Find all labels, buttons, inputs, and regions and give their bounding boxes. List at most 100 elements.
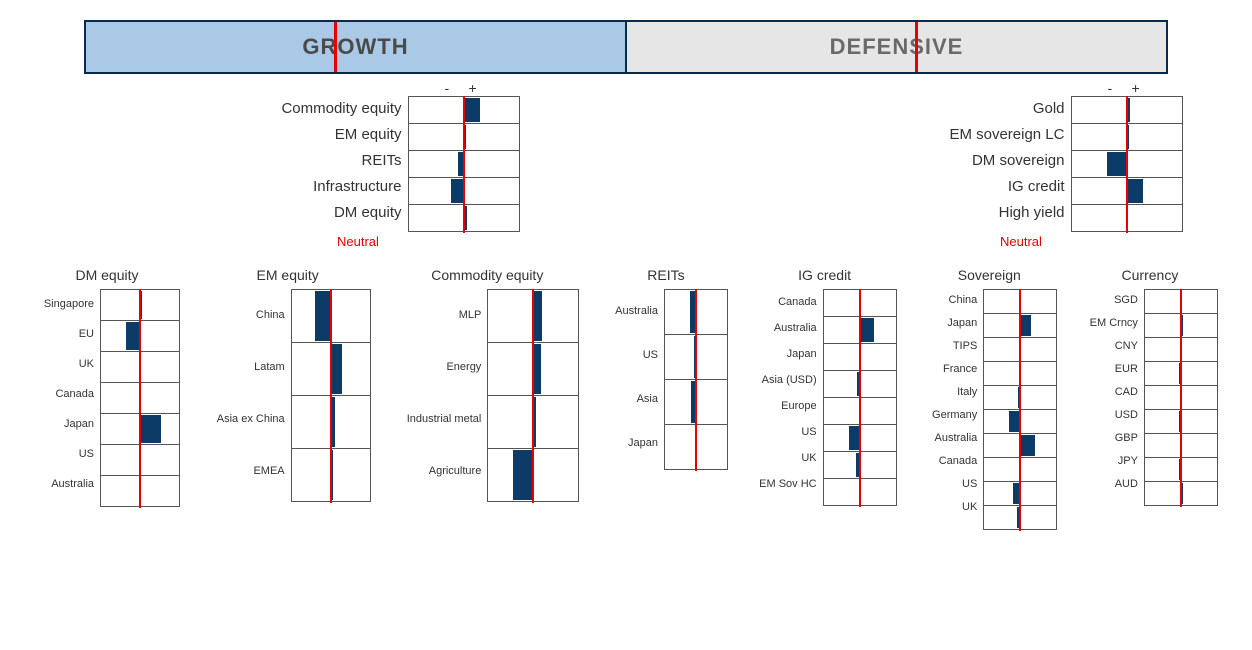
chart-shell: ChinaJapanTIPSFranceItalyGermanyAustrali… [921,289,1057,530]
chart-title: Commodity equity [431,267,543,283]
mini-chart: CurrencySGDEM CrncyCNYEURCADUSDGBPJPYAUD [1082,267,1218,530]
chart-title: Sovereign [958,267,1021,283]
row-label: Commodity equity [232,96,408,122]
neutral-line [1019,289,1021,531]
row-label: High yield [895,200,1071,226]
row-label: IG credit [895,174,1071,200]
row-label: USD [1082,404,1144,427]
row-label: China [921,289,983,312]
row-label: France [921,358,983,381]
labels-column: SingaporeEUUKCanadaJapanUSAustralia [34,289,100,507]
bar [1107,152,1126,176]
bar [315,291,331,341]
row-label: GBP [1082,427,1144,450]
growth-chart: - + Commodity equityEM equityREITsInfrastr… [134,82,617,249]
row-label: Asia (USD) [753,367,823,393]
page: GROWTH DEFENSIVE -+Commodity equityEM eq… [0,0,1252,550]
neutral-line [532,289,534,503]
mini-chart: Sovereign ChinaJapanTIPSFranceItalyGerman… [921,267,1057,530]
header-red-growth [334,22,337,72]
neutral-line [1180,289,1182,507]
row-label: REITs [232,148,408,174]
neutral-line [1126,96,1128,233]
mini-ig-credit: IG creditCanadaAustraliaJapanAsia (USD)E… [753,267,897,506]
row-label: Japan [921,312,983,335]
row-label: AUD [1082,473,1144,496]
row-label: Australia [34,469,100,499]
row-label: EU [34,319,100,349]
chart-title: EM equity [257,267,319,283]
row-label: EM Crncy [1082,312,1144,335]
row-label: MLP [395,289,487,341]
neutral-label: Neutral [134,234,617,249]
row-label: China [205,289,291,341]
bars-column [823,289,897,506]
chart-shell: AustraliaUSAsiaJapan [604,289,728,470]
chart-shell: SingaporeEUUKCanadaJapanUSAustralia [34,289,180,507]
neutral-label: Neutral [797,234,1252,249]
row-label: Infrastructure [232,174,408,200]
chart-title: DM equity [75,267,138,283]
signs-row: -+ [899,82,1179,96]
row-label: Japan [604,421,664,465]
row-label: CAD [1082,381,1144,404]
bar [1020,435,1034,456]
top-defensive-block: -+GoldEM sovereign LCDM sovereignIG cred… [617,82,1252,249]
row-label: Singapore [34,289,100,319]
row-label: US [604,333,664,377]
bar [1127,179,1144,203]
plus-sign: + [1132,80,1140,96]
row-label: TIPS [921,335,983,358]
mini-dm-equity: DM equity SingaporeEUUKCanadaJapanUSAustr… [34,267,180,507]
chart-title: REITs [647,267,684,283]
row-label: Canada [753,289,823,315]
neutral-line [139,289,141,508]
labels-column: AustraliaUSAsiaJapan [604,289,664,470]
mini-reits: REITs AustraliaUSAsiaJapan [604,267,728,470]
mini-commodity-equity: Commodity equity MLPEnergyIndustrial meta… [395,267,579,502]
labels-column: ChinaLatamAsia ex ChinaEMEA [205,289,291,502]
row-label: Germany [921,404,983,427]
row-label: US [921,473,983,496]
row-label: UK [753,445,823,471]
plus-sign: + [469,80,477,96]
top-growth-block: - + Commodity equityEM equityREITsInfrastr… [84,82,617,249]
mini-chart: IG creditCanadaAustraliaJapanAsia (USD)E… [753,267,897,530]
bar [464,98,481,122]
row-label: US [34,439,100,469]
neutral-line [859,289,861,507]
row-label: DM equity [232,200,408,226]
bars-column [664,289,728,470]
row-label: Japan [34,409,100,439]
row-label: Canada [34,379,100,409]
row-label: UK [34,349,100,379]
minus-sign: - [445,80,450,96]
row-label: JPY [1082,450,1144,473]
bottom-row: DM equitySingaporeEUUKCanadaJapanUSAustr… [34,267,1218,530]
chart-shell: MLPEnergyIndustrial metalAgriculture [395,289,579,502]
header-growth: GROWTH [86,22,625,72]
row-label: UK [921,496,983,519]
labels-column: Commodity equityEM equityREITsInfrastruc… [232,96,408,232]
header-red-defensive [915,22,918,72]
row-label: EM Sov HC [753,471,823,497]
labels-column: MLPEnergyIndustrial metalAgriculture [395,289,487,502]
bar [533,344,541,394]
defensive-chart: -+GoldEM sovereign LCDM sovereignIG cred… [797,82,1252,249]
mini-chart: REITs AustraliaUSAsiaJapan [604,267,728,530]
row-label: Industrial metal [395,393,487,445]
row-label: Gold [895,96,1071,122]
row-label: EM sovereign LC [895,122,1071,148]
bar [513,450,533,500]
bars-column [1071,96,1183,232]
labels-column: SGDEM CrncyCNYEURCADUSDGBPJPYAUD [1082,289,1144,506]
row-label: Japan [753,341,823,367]
labels-column: ChinaJapanTIPSFranceItalyGermanyAustrali… [921,289,983,530]
row-label: Europe [753,393,823,419]
minus-sign: - [1108,80,1113,96]
bars-column [291,289,371,502]
mini-currency: CurrencySGDEM CrncyCNYEURCADUSDGBPJPYAUD [1082,267,1218,506]
header-defensive: DEFENSIVE [625,22,1166,72]
row-label: EUR [1082,358,1144,381]
chart-title: IG credit [798,267,851,283]
